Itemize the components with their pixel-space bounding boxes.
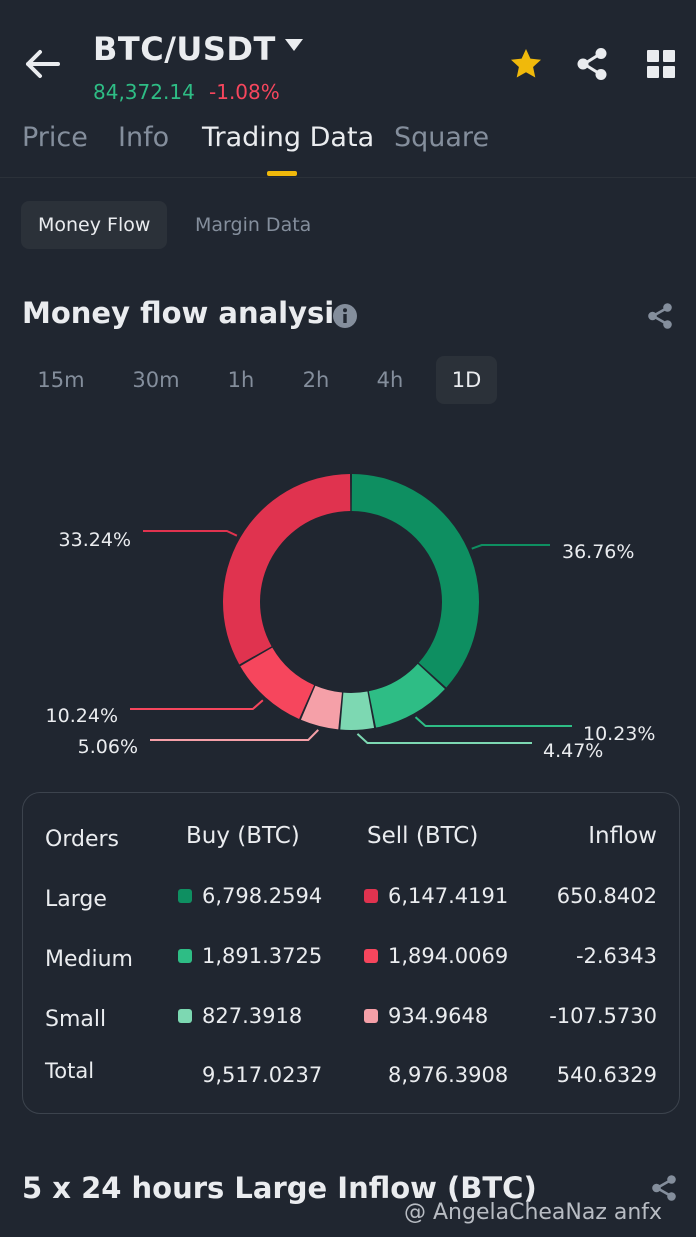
sell-total-value: 8,976.3908 bbox=[388, 1063, 509, 1087]
slice-label-large-buy: 36.76% bbox=[562, 541, 634, 563]
buy-small-value: 827.3918 bbox=[202, 1004, 303, 1028]
leader-line-medium-buy bbox=[414, 716, 572, 727]
leader-line-small-sell bbox=[150, 729, 319, 741]
header-sell: Sell (BTC) bbox=[367, 823, 479, 849]
buy-medium-color-dot bbox=[178, 949, 192, 963]
grid-icon[interactable] bbox=[644, 47, 678, 81]
row-label-total: Total bbox=[45, 1059, 95, 1083]
sell-small-value: 934.9648 bbox=[388, 1004, 489, 1028]
tab-square[interactable]: Square bbox=[394, 122, 490, 153]
money-flow-donut-chart: 36.76% 10.23%4.47% 5.06% 10.24% 33.24% bbox=[46, 474, 655, 762]
slice-label-large-sell: 33.24% bbox=[59, 529, 131, 551]
tabs-divider bbox=[0, 177, 696, 178]
leader-line-large-sell bbox=[143, 530, 238, 537]
leader-line-large-buy bbox=[471, 544, 550, 550]
donut-slice-medium-sell bbox=[240, 647, 315, 720]
timeframe-4h[interactable]: 4h bbox=[376, 368, 404, 392]
sell-large-color-dot bbox=[364, 889, 378, 903]
donut-slice-small-buy bbox=[340, 691, 375, 730]
timeframe-15m[interactable]: 15m bbox=[37, 368, 85, 392]
buy-medium-value: 1,891.3725 bbox=[202, 944, 323, 968]
star-icon[interactable] bbox=[508, 46, 544, 82]
row-label-medium: Medium bbox=[45, 947, 133, 972]
slice-label-small-buy: 4.47% bbox=[543, 740, 603, 762]
section-title: Money flow analysis bbox=[22, 296, 352, 330]
orders-table: Orders Buy (BTC) Sell (BTC) Inflow Large… bbox=[22, 792, 680, 1114]
subtab-margin-data[interactable]: Margin Data bbox=[195, 214, 312, 236]
row-label-small: Small bbox=[45, 1007, 107, 1032]
large-inflow-share-icon[interactable] bbox=[650, 1174, 678, 1202]
buy-small-color-dot bbox=[178, 1009, 192, 1023]
timeframe-1d[interactable]: 1D bbox=[436, 356, 497, 404]
caret-down-icon[interactable] bbox=[283, 36, 305, 54]
timeframe-2h[interactable]: 2h bbox=[302, 368, 330, 392]
slice-label-medium-sell: 10.24% bbox=[46, 705, 118, 727]
slice-label-medium-buy: 10.23% bbox=[583, 723, 655, 745]
donut-slice-large-sell bbox=[222, 474, 351, 665]
tab-trading-data[interactable]: Trading Data bbox=[202, 122, 375, 153]
active-tab-indicator bbox=[267, 171, 297, 176]
leader-line-medium-sell bbox=[130, 699, 264, 710]
inflow-large-value: 650.8402 bbox=[556, 884, 657, 908]
donut-slice-medium-buy bbox=[368, 663, 445, 728]
pair-title[interactable]: BTC/USDT bbox=[93, 30, 276, 68]
sell-small-color-dot bbox=[364, 1009, 378, 1023]
last-price: 84,372.14 bbox=[93, 80, 195, 104]
sell-medium-color-dot bbox=[364, 949, 378, 963]
sell-large-value: 6,147.4191 bbox=[388, 884, 509, 908]
section-share-icon[interactable] bbox=[646, 302, 674, 330]
buy-large-value: 6,798.2594 bbox=[202, 884, 323, 908]
share-icon[interactable] bbox=[574, 46, 610, 82]
slice-label-small-sell: 5.06% bbox=[78, 736, 138, 758]
header-buy: Buy (BTC) bbox=[186, 823, 300, 849]
watermark: @ AngelaCheaNaz anfx bbox=[404, 1200, 663, 1225]
inflow-total-value: 540.6329 bbox=[556, 1063, 657, 1087]
tab-info[interactable]: Info bbox=[118, 122, 170, 153]
subtab-money-flow[interactable]: Money Flow bbox=[21, 201, 168, 249]
buy-large-color-dot bbox=[178, 889, 192, 903]
leader-line-small-buy bbox=[356, 733, 532, 744]
inflow-small-value: -107.5730 bbox=[549, 1004, 657, 1028]
inflow-medium-value: -2.6343 bbox=[575, 944, 657, 968]
buy-total-value: 9,517.0237 bbox=[202, 1063, 323, 1087]
timeframe-30m[interactable]: 30m bbox=[132, 368, 180, 392]
price-change-percent: -1.08% bbox=[209, 80, 280, 104]
info-icon[interactable] bbox=[332, 303, 358, 329]
sell-medium-value: 1,894.0069 bbox=[388, 944, 509, 968]
timeframe-1h[interactable]: 1h bbox=[227, 368, 255, 392]
large-inflow-section-title: 5 x 24 hours Large Inflow (BTC) bbox=[22, 1171, 537, 1205]
donut-slice-small-sell bbox=[300, 685, 342, 730]
tab-price[interactable]: Price bbox=[22, 122, 88, 153]
header-orders: Orders bbox=[45, 827, 119, 852]
donut-slice-large-buy bbox=[351, 474, 479, 688]
arrow-left-icon[interactable] bbox=[22, 46, 62, 82]
header-inflow: Inflow bbox=[588, 823, 657, 849]
row-label-large: Large bbox=[45, 887, 107, 912]
